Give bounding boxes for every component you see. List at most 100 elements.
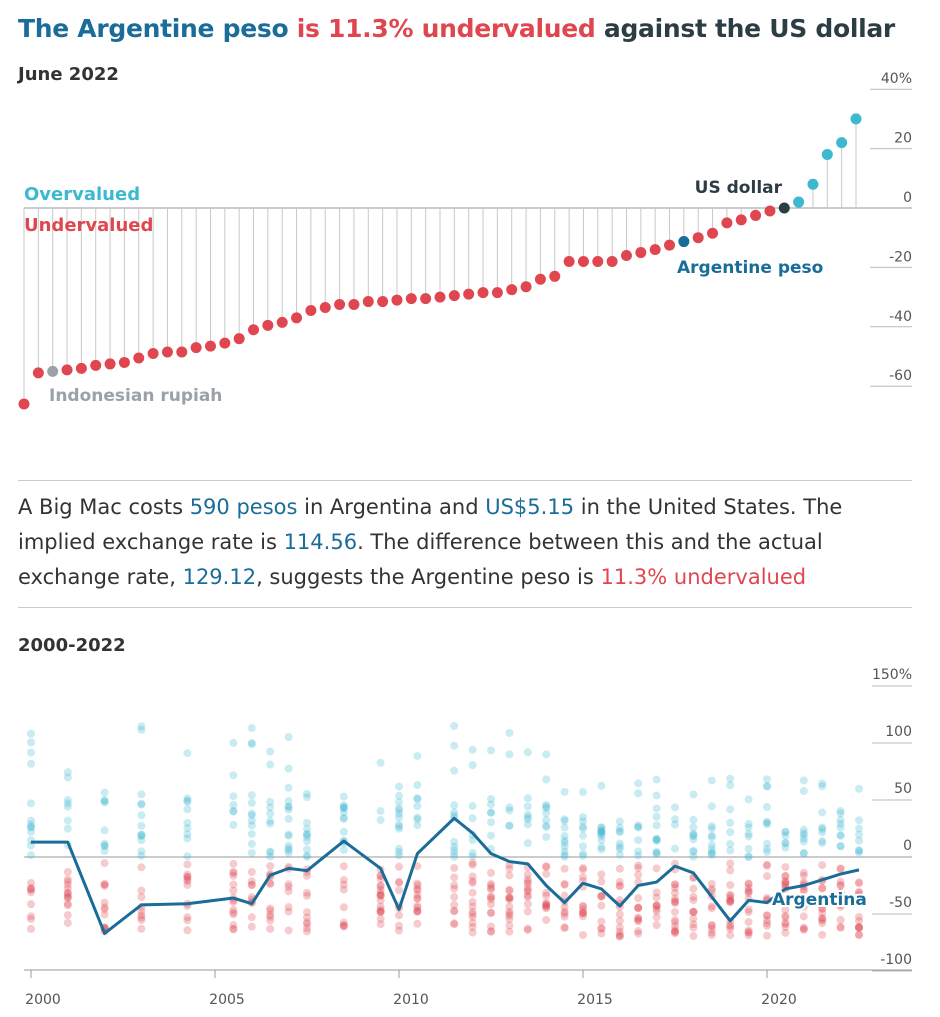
currency-history-dot (855, 923, 863, 932)
currency-history-dot (413, 751, 422, 760)
currency-history-dot (836, 897, 845, 906)
currency-history-dot (266, 848, 275, 857)
currency-history-dot (468, 852, 477, 861)
currency-history-dot (855, 922, 863, 931)
currency-history-dot (763, 803, 771, 812)
currency-history-dot (542, 802, 551, 811)
currency-history-dot (744, 852, 753, 861)
indonesian-rupiah-dot (47, 365, 59, 377)
currency-history-dot (468, 913, 477, 922)
currency-history-dot (183, 916, 192, 925)
currency-history-dot (597, 828, 606, 837)
currency-history-dot (229, 886, 238, 895)
currency-history-dot (634, 836, 643, 845)
currency-history-dot (63, 899, 72, 908)
currency-history-dot (229, 880, 238, 889)
blurb-text-4: . The difference between this and the ac… (18, 530, 823, 589)
currency-history-dot (376, 891, 385, 900)
currency-history-dot (523, 893, 532, 902)
currency-dot (391, 294, 403, 306)
currency-history-dot (63, 884, 72, 893)
currency-history-dot (247, 839, 256, 848)
currency-history-dot (487, 746, 495, 755)
currency-history-dot (707, 844, 716, 853)
y-tick-label: -20 (889, 249, 912, 265)
currency-history-dot (836, 881, 845, 890)
currency-history-dot (689, 823, 698, 832)
currency-history-dot (744, 927, 753, 936)
currency-history-dot (247, 913, 256, 922)
currency-history-dot (505, 821, 514, 830)
currency-history-dot (671, 927, 679, 936)
currency-history-dot (468, 814, 477, 823)
legend-undervalued: Undervalued (24, 215, 153, 236)
currency-dot (836, 137, 848, 149)
currency-history-dot (652, 888, 661, 897)
currency-dot (577, 255, 589, 267)
currency-history-dot (339, 862, 348, 871)
currency-history-dot (413, 881, 422, 890)
currency-history-dot (266, 847, 275, 856)
currency-history-dot (597, 836, 606, 845)
currency-history-dot (450, 900, 459, 909)
currency-history-dot (137, 832, 146, 841)
currency-history-dot (468, 918, 477, 927)
currency-history-dot (523, 875, 532, 884)
currency-history-dot (836, 888, 845, 897)
currency-history-dot (137, 799, 146, 808)
currency-history-dot (855, 830, 863, 839)
currency-history-dot (836, 880, 845, 889)
currency-history-dot (707, 902, 716, 911)
currency-history-dot (376, 882, 385, 891)
currency-history-dot (542, 750, 551, 759)
currency-history-dot (395, 851, 403, 860)
currency-history-dot (579, 901, 587, 910)
currency-history-dot (339, 801, 348, 810)
currency-history-dot (376, 885, 385, 894)
currency-history-dot (836, 901, 845, 910)
currency-history-dot (836, 877, 845, 886)
currency-history-dot (339, 804, 348, 813)
currency-history-dot (137, 830, 146, 839)
legend-overvalued: Overvalued (24, 184, 140, 205)
currency-history-dot (818, 914, 827, 923)
currency-history-dot (27, 816, 35, 825)
currency-history-dot (505, 750, 514, 759)
currency-history-dot (799, 887, 808, 896)
currency-history-dot (781, 879, 790, 888)
currency-history-dot (229, 908, 238, 917)
currency-history-dot (505, 803, 514, 812)
currency-history-dot (689, 923, 698, 932)
currency-history-dot (468, 848, 477, 857)
currency-history-dot (183, 852, 192, 861)
currency-history-dot (468, 876, 477, 885)
currency-history-dot (450, 811, 459, 820)
currency-history-dot (726, 781, 735, 790)
x-tick-label: 2010 (393, 992, 429, 1008)
currency-history-dot (615, 930, 624, 939)
currency-history-dot (671, 899, 679, 908)
currency-history-dot (560, 823, 569, 832)
currency-history-dot (836, 831, 845, 840)
currency-history-dot (763, 872, 771, 881)
currency-history-dot (468, 879, 477, 888)
currency-history-dot (744, 918, 753, 927)
currency-dot (291, 312, 303, 324)
currency-history-dot (27, 823, 35, 832)
currency-history-dot (781, 863, 790, 872)
currency-history-dot (579, 931, 587, 940)
currency-history-dot (689, 835, 698, 844)
currency-history-dot (505, 895, 514, 904)
currency-history-dot (523, 748, 532, 757)
currency-history-dot (183, 794, 192, 803)
verdict: 11.3% undervalued (600, 565, 807, 589)
currency-history-dot (183, 875, 192, 884)
currency-history-dot (652, 849, 661, 858)
currency-history-dot (671, 880, 679, 889)
currency-history-dot (799, 829, 808, 838)
currency-history-dot (799, 871, 808, 880)
currency-history-dot (579, 824, 587, 833)
currency-history-dot (505, 806, 514, 815)
currency-history-dot (63, 880, 72, 889)
currency-dot (161, 346, 173, 358)
